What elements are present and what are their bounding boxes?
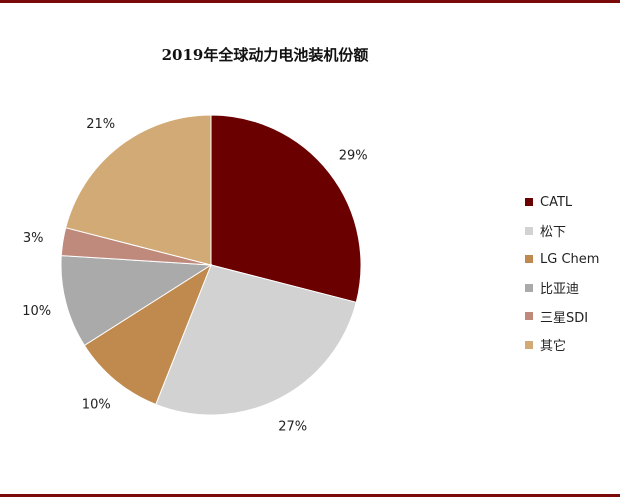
chart-legend: CATL 松下 LG Chem 比亚迪三星SDI 其它 [525,188,599,359]
pie-slice-1 [155,264,357,416]
legend-label: 其它 [540,339,567,355]
pie-slice-5 [65,114,212,266]
pie-slice-3 [60,255,213,347]
legend-label: LG Chem [540,251,600,267]
pie-slice-0 [210,114,362,303]
legend-swatch [525,198,533,207]
legend-swatch [525,226,533,235]
legend-item-4: 三星SDI [525,302,599,331]
legend-label: CATL [540,194,573,210]
legend-swatch [525,255,533,264]
slice-value-label-2: 10% [82,398,111,413]
legend-label: 松下 [540,225,567,241]
legend-item-1: 松下 [525,217,599,246]
slice-value-label-5: 21% [86,117,115,132]
legend-item-3: 比亚迪 [525,274,599,303]
slice-value-label-1: 27% [278,419,307,434]
legend-item-2: LG Chem [525,245,599,274]
legend-item-5: 其它 [525,331,599,360]
top-border [0,0,620,3]
legend-label: 比亚迪 [540,282,580,298]
legend-swatch [525,283,533,292]
pie-slice-2 [83,263,213,406]
slice-value-label-3: 10% [22,304,51,319]
slice-value-label-0: 29% [339,149,368,164]
legend-label: 三星SDI [540,310,589,326]
legend-swatch [525,312,533,321]
chart-title: 2019年全球动力电池装机份额 [161,46,369,64]
legend-swatch [525,340,533,349]
bottom-border [0,494,620,497]
legend-item-0: CATL [525,188,599,217]
slice-value-label-4: 3% [23,231,44,246]
